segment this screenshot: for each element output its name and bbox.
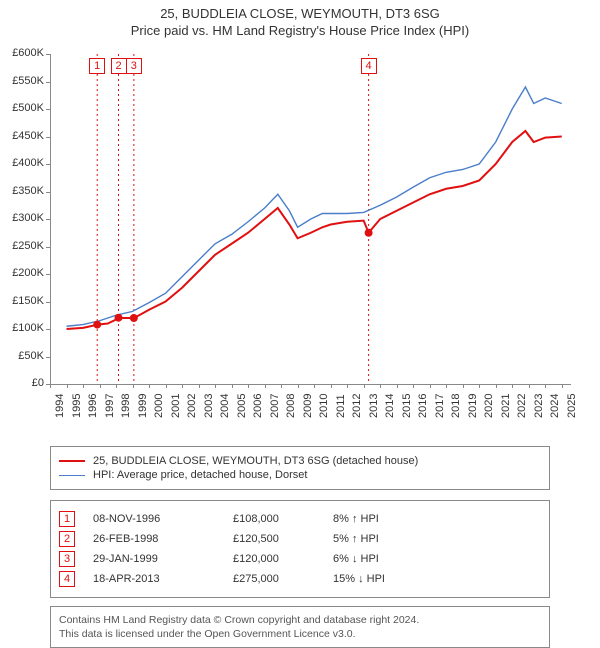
- legend-label: HPI: Average price, detached house, Dors…: [93, 469, 307, 481]
- sales-row: 1 08-NOV-1996£108,0008% ↑ HPI: [59, 511, 541, 527]
- legend-item: HPI: Average price, detached house, Dors…: [59, 469, 541, 481]
- sales-row-date: 26-FEB-1998: [93, 533, 233, 545]
- sales-row-date: 18-APR-2013: [93, 573, 233, 585]
- sales-row-diff: 5% ↑ HPI: [333, 533, 433, 545]
- sales-row-price: £108,000: [233, 513, 333, 525]
- sales-row-number: 2: [59, 531, 75, 547]
- sale-point-2: [115, 314, 123, 322]
- sales-row-diff: 6% ↓ HPI: [333, 553, 433, 565]
- sales-row-date: 29-JAN-1999: [93, 553, 233, 565]
- footnote-box: Contains HM Land Registry data © Crown c…: [50, 606, 550, 648]
- sales-row-diff: 8% ↑ HPI: [333, 513, 433, 525]
- sale-marker-2: 2: [111, 58, 127, 74]
- sales-row-number: 1: [59, 511, 75, 527]
- page-container: 25, BUDDLEIA CLOSE, WEYMOUTH, DT3 6SG Pr…: [0, 0, 600, 648]
- series-price_paid: [67, 131, 562, 329]
- sales-row: 4 18-APR-2013£275,00015% ↓ HPI: [59, 571, 541, 587]
- sale-marker-4: 4: [361, 58, 377, 74]
- sale-point-3: [130, 314, 138, 322]
- sale-marker-1: 1: [89, 58, 105, 74]
- sales-row: 2 26-FEB-1998£120,5005% ↑ HPI: [59, 531, 541, 547]
- sales-row-number: 4: [59, 571, 75, 587]
- legend-item: 25, BUDDLEIA CLOSE, WEYMOUTH, DT3 6SG (d…: [59, 455, 541, 467]
- sales-row-date: 08-NOV-1996: [93, 513, 233, 525]
- chart-title-subtitle: Price paid vs. HM Land Registry's House …: [0, 23, 600, 38]
- sales-table: 1 08-NOV-1996£108,0008% ↑ HPI 2 26-FEB-1998…: [50, 500, 550, 598]
- legend-label: 25, BUDDLEIA CLOSE, WEYMOUTH, DT3 6SG (d…: [93, 455, 418, 467]
- legend-box: 25, BUDDLEIA CLOSE, WEYMOUTH, DT3 6SG (d…: [50, 446, 550, 490]
- sales-row-diff: 15% ↓ HPI: [333, 573, 433, 585]
- chart-svg: [0, 38, 600, 438]
- sales-row-price: £275,000: [233, 573, 333, 585]
- chart-title-address: 25, BUDDLEIA CLOSE, WEYMOUTH, DT3 6SG: [0, 6, 600, 21]
- sales-row-number: 3: [59, 551, 75, 567]
- legend-swatch: [59, 460, 85, 462]
- sale-point-4: [365, 229, 373, 237]
- sales-row-price: £120,000: [233, 553, 333, 565]
- sales-row-price: £120,500: [233, 533, 333, 545]
- sale-marker-3: 3: [126, 58, 142, 74]
- legend-swatch: [59, 475, 85, 476]
- footnote-line1: Contains HM Land Registry data © Crown c…: [59, 613, 541, 627]
- sale-point-1: [93, 321, 101, 329]
- sales-row: 3 29-JAN-1999£120,0006% ↓ HPI: [59, 551, 541, 567]
- chart-area: £0£50K£100K£150K£200K£250K£300K£350K£400…: [0, 38, 600, 438]
- series-hpi: [67, 87, 562, 326]
- footnote-line2: This data is licensed under the Open Gov…: [59, 627, 541, 641]
- chart-titles: 25, BUDDLEIA CLOSE, WEYMOUTH, DT3 6SG Pr…: [0, 0, 600, 38]
